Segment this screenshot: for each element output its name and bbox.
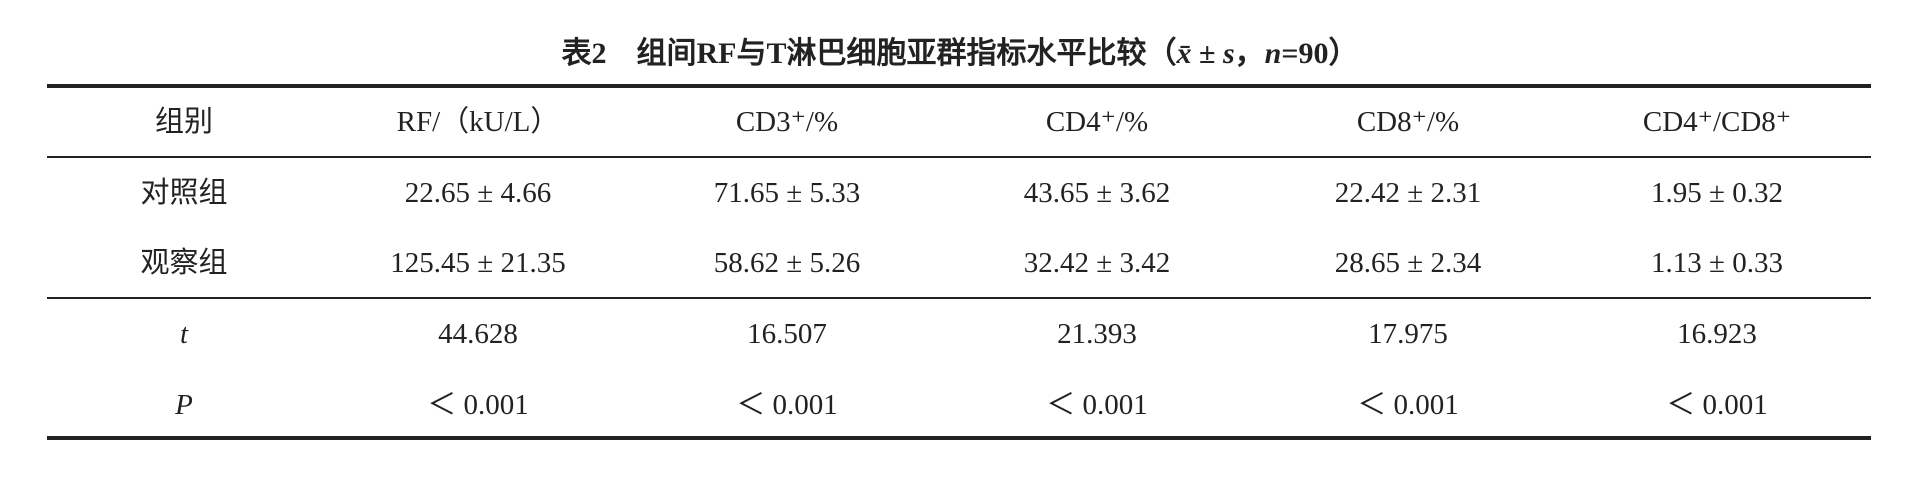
title-text: ，	[1234, 37, 1265, 70]
title-text: 组间RF与T淋巴细胞亚群指标水平比较（	[636, 37, 1177, 70]
table-cell: ＜ 0.001	[1357, 389, 1459, 421]
header-cell: CD4⁺/CD8⁺	[1642, 106, 1792, 138]
table-cell: 1.95 ± 0.32	[1651, 177, 1783, 209]
title-symbol: n	[1264, 37, 1282, 70]
title-text: =90）	[1281, 37, 1359, 70]
table-cell: ＜ 0.001	[427, 389, 529, 421]
row-label: t	[179, 318, 189, 350]
table-cell: 22.42 ± 2.31	[1334, 177, 1482, 209]
table-cell: 125.45 ± 21.35	[390, 247, 566, 279]
table-cell: 21.393	[1057, 318, 1137, 350]
table-number: 表2	[561, 37, 607, 70]
header-cell: CD4⁺/%	[1045, 106, 1149, 138]
header-cell: RF/（kU/L）	[396, 106, 560, 138]
header-cell: CD8⁺/%	[1356, 106, 1460, 138]
top-rule	[47, 84, 1871, 88]
table-cell: ＜ 0.001	[1666, 389, 1768, 421]
table-title: 表2 组间RF与T淋巴细胞亚群指标水平比较（x̄ ± s，n=90）	[0, 28, 1920, 72]
table-cell: 58.62 ± 5.26	[713, 247, 861, 279]
table-cell: 16.507	[747, 318, 827, 350]
row-label: 对照组	[140, 177, 228, 209]
table-cell: 43.65 ± 3.62	[1023, 177, 1171, 209]
table-cell: 44.628	[438, 318, 518, 350]
table-cell: 1.13 ± 0.33	[1651, 247, 1783, 279]
title-text: ±	[1191, 37, 1223, 70]
table-cell: 17.975	[1368, 318, 1448, 350]
table-cell: 28.65 ± 2.34	[1334, 247, 1482, 279]
mid-rule	[47, 297, 1871, 299]
table-cell: 22.65 ± 4.66	[404, 177, 552, 209]
table-cell: 71.65 ± 5.33	[713, 177, 861, 209]
bottom-rule	[47, 436, 1871, 440]
header-cell: 组别	[154, 106, 213, 138]
header-cell: CD3⁺/%	[735, 106, 839, 138]
table-cell: ＜ 0.001	[736, 389, 838, 421]
table-cell: ＜ 0.001	[1046, 389, 1148, 421]
table-cell: 16.923	[1677, 318, 1757, 350]
title-symbol: x̄	[1176, 37, 1192, 70]
row-label: P	[175, 389, 193, 421]
table-cell: 32.42 ± 3.42	[1023, 247, 1171, 279]
title-symbol: s	[1222, 37, 1235, 70]
row-label: 观察组	[140, 247, 228, 279]
header-rule	[47, 156, 1871, 158]
